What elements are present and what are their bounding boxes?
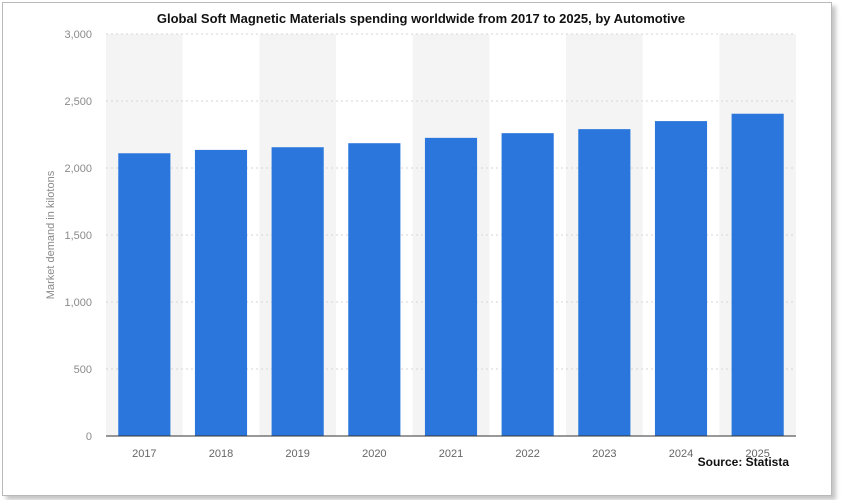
y-tick-label: 2,500 (64, 96, 92, 108)
bar-2024 (654, 121, 708, 436)
y-tick-label: 1,000 (64, 297, 92, 309)
y-tick-labels: 0 500 1,000 1,500 2,000 2,500 3,000 (64, 29, 92, 443)
bar-2020 (348, 143, 401, 436)
y-tick-label: 500 (74, 364, 92, 376)
y-tick-label: 3,000 (64, 29, 92, 41)
bar-2021 (424, 137, 478, 436)
chart-title: Global Soft Magnetic Materials spending … (156, 11, 686, 26)
bars (118, 113, 784, 437)
bar-2017 (118, 153, 171, 436)
x-tick-label: 2022 (515, 448, 539, 460)
x-tick-label: 2018 (209, 448, 233, 460)
bar-2022 (501, 133, 554, 436)
x-tick-label: 2023 (592, 448, 616, 460)
x-tick-label: 2024 (669, 448, 693, 460)
bar-2018 (194, 149, 248, 436)
x-tick-label: 2025 (745, 448, 769, 460)
x-tick-label: 2017 (132, 448, 156, 460)
bar-2023 (578, 129, 631, 436)
bar-2019 (271, 147, 324, 437)
y-tick-label: 0 (86, 431, 92, 443)
x-tick-label: 2020 (362, 448, 386, 460)
x-tick-labels: 2017 2018 2019 2020 2021 2022 2023 2024 2025 (132, 448, 770, 460)
bar-2025 (731, 113, 784, 436)
y-tick-label: 2,000 (64, 163, 92, 175)
y-tick-label: 1,500 (64, 230, 92, 242)
x-tick-label: 2021 (439, 448, 463, 460)
source-note: Source: Statista (697, 455, 789, 469)
x-tick-label: 2019 (285, 448, 309, 460)
